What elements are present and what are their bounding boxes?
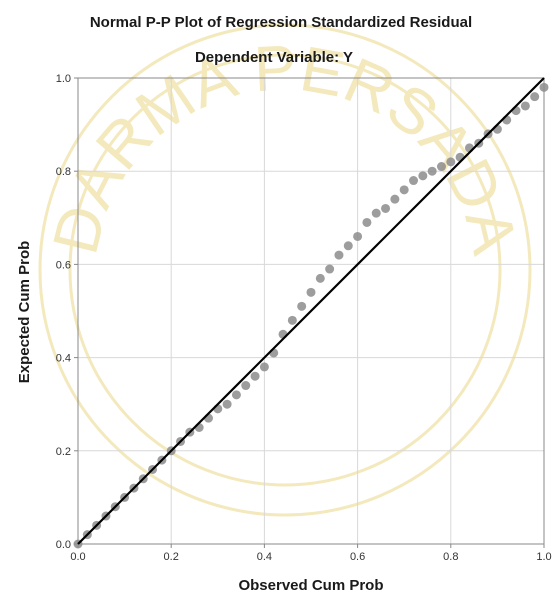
data-point bbox=[222, 399, 232, 409]
data-point bbox=[259, 362, 269, 372]
y-tick-label: 0.8 bbox=[56, 166, 71, 178]
data-point bbox=[297, 301, 307, 311]
plot-area bbox=[77, 77, 545, 545]
data-point bbox=[381, 203, 391, 213]
data-point bbox=[306, 287, 316, 297]
data-point bbox=[334, 250, 344, 260]
x-axis-ticks: 0.0 0.2 0.4 0.6 0.8 1.0 bbox=[70, 544, 552, 563]
x-tick-label: 0.8 bbox=[443, 551, 458, 563]
data-point bbox=[446, 157, 456, 167]
data-point bbox=[362, 217, 372, 227]
x-tick-label: 0.2 bbox=[164, 551, 179, 563]
data-point bbox=[530, 92, 540, 102]
reference-line bbox=[77, 77, 545, 545]
chart-title: Normal P-P Plot of Regression Standardiz… bbox=[90, 14, 472, 31]
data-point bbox=[427, 166, 437, 176]
watermark-outer-ring bbox=[38, 23, 532, 517]
data-point bbox=[390, 194, 400, 204]
data-point bbox=[343, 241, 353, 251]
data-point bbox=[371, 208, 381, 218]
data-point bbox=[399, 185, 409, 195]
y-axis-label: Expected Cum Prob bbox=[16, 241, 33, 384]
x-axis-label: Observed Cum Prob bbox=[238, 577, 383, 594]
x-tick-label: 0.0 bbox=[70, 551, 85, 563]
data-point bbox=[241, 381, 251, 391]
data-point bbox=[418, 171, 428, 181]
x-tick-label: 1.0 bbox=[536, 551, 551, 563]
data-point bbox=[231, 390, 241, 400]
y-tick-label: 1.0 bbox=[56, 73, 71, 85]
y-tick-label: 0.0 bbox=[56, 539, 71, 551]
data-point bbox=[409, 176, 419, 186]
grid-lines bbox=[78, 78, 544, 544]
data-point bbox=[539, 82, 549, 92]
data-point bbox=[353, 231, 363, 241]
watermark-inner-ring bbox=[68, 53, 502, 487]
y-tick-label: 0.4 bbox=[56, 353, 71, 365]
data-point bbox=[287, 315, 297, 325]
y-axis-ticks: 0.0 0.2 0.4 0.6 0.8 1.0 bbox=[56, 73, 78, 551]
x-tick-label: 0.6 bbox=[350, 551, 365, 563]
data-point bbox=[520, 101, 530, 111]
data-point bbox=[325, 264, 335, 274]
x-tick-label: 0.4 bbox=[257, 551, 272, 563]
data-point bbox=[436, 162, 446, 172]
data-point bbox=[250, 371, 260, 381]
chart-subtitle: Dependent Variable: Y bbox=[195, 49, 353, 66]
y-tick-label: 0.2 bbox=[56, 446, 71, 458]
y-tick-label: 0.6 bbox=[56, 259, 71, 271]
data-point bbox=[315, 273, 325, 283]
